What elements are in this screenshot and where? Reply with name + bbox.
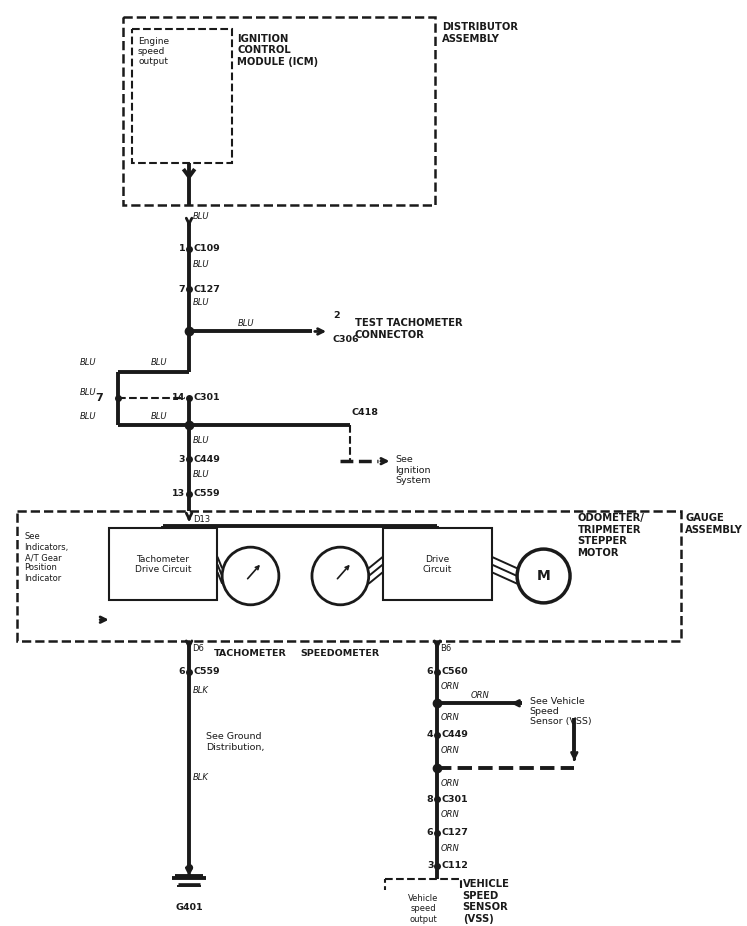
Text: BLU: BLU — [151, 357, 167, 367]
Text: ORN: ORN — [441, 844, 459, 853]
Text: C559: C559 — [193, 667, 220, 676]
Text: G401: G401 — [176, 903, 203, 912]
Text: 6: 6 — [427, 667, 433, 676]
Text: BLU: BLU — [193, 212, 209, 220]
Text: DISTRIBUTOR
ASSEMBLY: DISTRIBUTOR ASSEMBLY — [442, 22, 518, 44]
Text: D13: D13 — [193, 515, 210, 524]
Text: C127: C127 — [442, 829, 469, 837]
Text: 13: 13 — [172, 489, 185, 498]
Text: ORN: ORN — [441, 779, 459, 787]
Bar — [123, 18, 435, 205]
Text: GAUGE
ASSEMBLY: GAUGE ASSEMBLY — [686, 513, 743, 534]
Text: BLU: BLU — [80, 412, 96, 421]
Text: BLK: BLK — [193, 773, 208, 782]
Text: C301: C301 — [193, 394, 220, 402]
Text: C127: C127 — [193, 284, 220, 294]
Text: ORN: ORN — [471, 691, 489, 700]
Text: 7: 7 — [179, 284, 185, 294]
Bar — [109, 529, 217, 600]
Text: BLK: BLK — [193, 686, 208, 695]
Text: C109: C109 — [193, 244, 220, 254]
Text: BLU: BLU — [193, 259, 209, 269]
Text: BLU: BLU — [193, 470, 209, 479]
Text: BLU: BLU — [238, 319, 254, 329]
Text: 3: 3 — [179, 455, 185, 464]
Text: 3: 3 — [427, 861, 433, 870]
Bar — [17, 511, 681, 641]
Text: D6: D6 — [192, 644, 204, 653]
Text: B6: B6 — [440, 644, 451, 653]
Text: ORN: ORN — [441, 810, 459, 820]
Bar — [383, 529, 492, 600]
Text: BLU: BLU — [80, 357, 96, 367]
Text: 14: 14 — [172, 394, 185, 402]
Text: Engine
speed
output: Engine speed output — [138, 36, 169, 67]
Text: C306: C306 — [332, 335, 359, 344]
Text: 4: 4 — [427, 731, 433, 740]
Text: C559: C559 — [193, 489, 220, 498]
Text: BLU: BLU — [80, 388, 96, 397]
Text: ORN: ORN — [441, 682, 459, 692]
Text: See Vehicle
Speed
Sensor (VSS): See Vehicle Speed Sensor (VSS) — [530, 696, 592, 726]
Text: 1: 1 — [179, 244, 185, 254]
Text: C449: C449 — [442, 731, 469, 740]
Text: VEHICLE
SPEED
SENSOR
(VSS): VEHICLE SPEED SENSOR (VSS) — [462, 879, 509, 924]
Text: 6: 6 — [179, 667, 185, 676]
Text: 2: 2 — [332, 311, 339, 320]
Text: C418: C418 — [352, 408, 379, 417]
Text: BLU: BLU — [193, 298, 209, 307]
Text: BLU: BLU — [151, 412, 167, 421]
Bar — [385, 879, 461, 926]
Text: Drive
Circuit: Drive Circuit — [423, 555, 452, 574]
Text: 7: 7 — [96, 393, 103, 403]
Text: SPEEDOMETER: SPEEDOMETER — [301, 648, 380, 657]
Text: Vehicle
speed
output: Vehicle speed output — [408, 894, 438, 924]
Text: ORN: ORN — [441, 745, 459, 755]
Text: See
Ignition
System: See Ignition System — [395, 456, 431, 485]
Circle shape — [222, 547, 279, 605]
Text: IGNITION
CONTROL
MODULE (ICM): IGNITION CONTROL MODULE (ICM) — [238, 33, 318, 67]
Circle shape — [517, 549, 570, 603]
Text: C112: C112 — [442, 861, 469, 870]
Text: Tachometer
Drive Circuit: Tachometer Drive Circuit — [134, 555, 191, 574]
Text: 8: 8 — [427, 795, 433, 804]
Text: See
Indicators,
A/T Gear
Position
Indicator: See Indicators, A/T Gear Position Indica… — [25, 532, 69, 582]
Text: C301: C301 — [442, 795, 468, 804]
Text: ORN: ORN — [441, 713, 459, 722]
Circle shape — [312, 547, 369, 605]
Text: C449: C449 — [193, 455, 220, 464]
Bar — [132, 29, 232, 163]
Text: M: M — [536, 569, 551, 583]
Text: C560: C560 — [442, 667, 468, 676]
Text: TACHOMETER: TACHOMETER — [214, 648, 287, 657]
Text: TEST TACHOMETER
CONNECTOR: TEST TACHOMETER CONNECTOR — [355, 318, 462, 340]
Text: BLU: BLU — [193, 435, 209, 444]
Text: See Ground
Distribution,: See Ground Distribution, — [206, 732, 264, 752]
Text: 6: 6 — [427, 829, 433, 837]
Text: ODOMETER/
TRIPMETER
STEPPER
MOTOR: ODOMETER/ TRIPMETER STEPPER MOTOR — [577, 513, 645, 557]
